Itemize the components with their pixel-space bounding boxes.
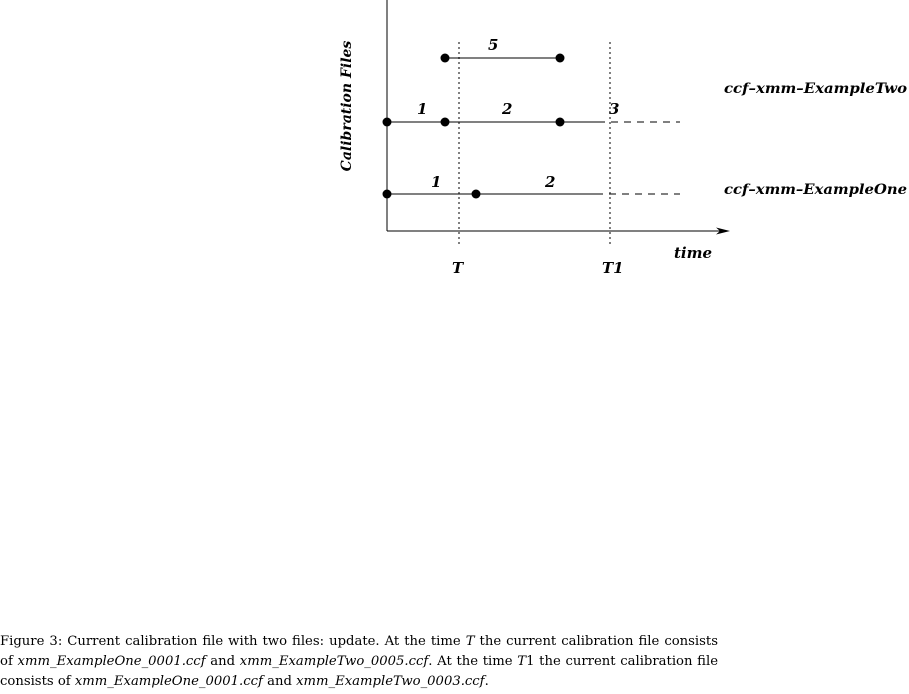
example-two-version-3-label: 3 [609, 100, 619, 118]
file-label-example-two: ccf–xmm–ExampleTwo [724, 81, 907, 97]
example-two-version-5-label: 5 [488, 36, 498, 54]
caption-time-symbol: T [465, 634, 475, 649]
example-one-point [471, 189, 481, 199]
example-two-version-2-label: 2 [501, 100, 512, 118]
x-axis-label: time [674, 244, 712, 262]
example-two-point [555, 53, 565, 63]
example-two-point [440, 117, 450, 127]
caption-text: and [205, 654, 240, 669]
time-marker-t-label: T [452, 259, 465, 277]
example-one-point [382, 189, 392, 199]
example-one-version-1-label: 1 [431, 173, 441, 191]
caption-text: . At the time [428, 654, 518, 669]
caption-text: the current calibration file consists of [0, 654, 718, 689]
caption-time-suffix: 1 [526, 654, 535, 669]
file-label-example-one: ccf–xmm–ExampleOne [724, 182, 907, 198]
example-two-point [440, 53, 450, 63]
example-two-point [382, 117, 392, 127]
caption-text: . [484, 674, 489, 689]
example-two-point [555, 117, 565, 127]
example-one-version-2-label: 2 [544, 173, 555, 191]
x-axis-arrowhead [716, 227, 730, 235]
time-marker-t1-label: T1 [602, 259, 624, 277]
caption-time-symbol: T [517, 654, 527, 669]
caption-filename: xmm_ExampleTwo_0003.ccf [296, 674, 485, 689]
caption-text: Figure 3: Current calibration file with … [0, 634, 466, 649]
example-two-version-1-label: 1 [417, 100, 427, 118]
caption-filename: xmm_ExampleTwo_0005.ccf [239, 654, 429, 669]
y-axis-label: Calibration Files [339, 41, 355, 172]
figure-caption: Figure 3: Current calibration file with … [0, 632, 718, 692]
caption-filename: xmm_ExampleOne_0001.ccf [74, 674, 263, 689]
caption-text: and [262, 674, 297, 689]
caption-text: the current calibration file consists of [0, 634, 718, 669]
calibration-timeline-diagram: 5 1 2 3 1 2 ccf–xmm–ExampleTwo ccf–xmm–E… [339, 0, 907, 277]
caption-filename: xmm_ExampleOne_0001.ccf [17, 654, 206, 669]
